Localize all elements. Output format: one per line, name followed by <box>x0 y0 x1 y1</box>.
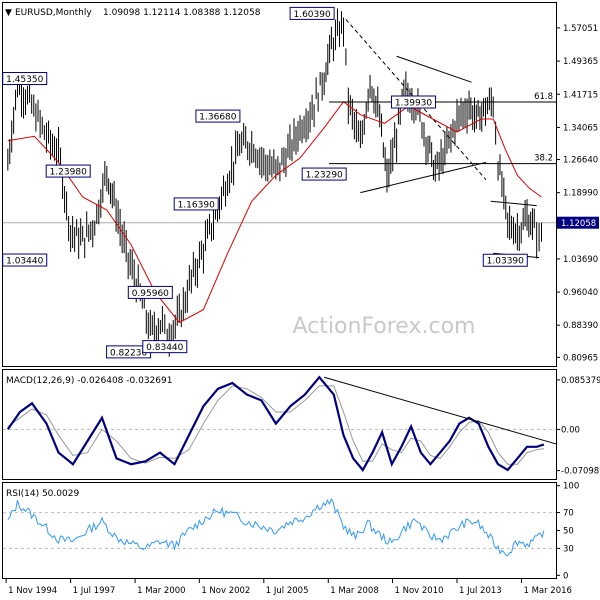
price-annotation-box <box>301 167 347 181</box>
price-annotation-label: 0.82230 <box>110 348 147 358</box>
chart-symbol: EURUSD,Monthly <box>15 8 92 18</box>
price-tick-label: 0.96040 <box>563 288 598 298</box>
price-tick-label: 1.49365 <box>563 57 598 67</box>
price-tick-label: 0.88390 <box>563 321 598 331</box>
macd-title: MACD(12,26,9) -0.026408 -0.032691 <box>6 376 172 386</box>
current-price-label: 1.12058 <box>561 219 596 229</box>
macd-panel-frame <box>2 369 557 480</box>
price-annotation-label: 1.03440 <box>6 257 43 267</box>
rsi-tick-label: 100 <box>563 482 579 492</box>
chart-ohlc: 1.09098 1.12114 1.08388 1.12058 <box>103 8 261 18</box>
rsi-layer: 100 70 50 30 0 <box>3 482 579 581</box>
price-trendline <box>490 200 537 207</box>
price-annotation-box <box>127 285 173 299</box>
price-annotation-label: 1.60390 <box>293 10 330 20</box>
price-annotation-label: 0.95960 <box>132 289 169 299</box>
price-annotation-box <box>289 6 335 20</box>
price-annotation-label: 1.36680 <box>199 113 236 123</box>
price-annotation-label: 1.39930 <box>395 99 432 109</box>
x-tick-label: 1 Nov 2002 <box>201 586 250 596</box>
price-tick-label: 0.80965 <box>563 353 598 363</box>
price-trendline <box>396 55 472 83</box>
price-tick-label: 1.57051 <box>563 24 598 34</box>
price-annotation-box <box>142 340 188 354</box>
price-layer: 1.57051 1.49365 1.41715 1.34065 1.26640 1.189… <box>2 6 599 363</box>
x-tick-label: 1 Nov 2010 <box>395 586 444 596</box>
rsi-tick-label: 50 <box>563 527 574 537</box>
x-tick-label: 1 Mar 2000 <box>137 586 185 596</box>
moving-average-line <box>7 100 542 324</box>
x-tick-label: 1 Mar 2008 <box>330 586 378 596</box>
macd-tick-label: 0.00 <box>561 425 580 435</box>
x-tick-label: 1 Jul 2013 <box>459 586 502 596</box>
price-annotation-label: 1.03390 <box>487 257 524 267</box>
price-annotation-box <box>482 253 528 267</box>
price-annotation-box <box>391 95 437 109</box>
current-price-box <box>557 216 599 229</box>
price-annotation-label: 0.83440 <box>146 343 183 353</box>
macd-tick-label: 0.085379 <box>561 376 600 386</box>
rsi-tick-label: 30 <box>563 544 574 554</box>
rsi-tick-label: 70 <box>563 509 574 519</box>
price-trendline <box>360 161 487 194</box>
price-annotation-label: 1.23980 <box>50 168 87 178</box>
rsi-line <box>7 497 545 557</box>
price-annotation-label: 1.45350 <box>6 75 43 85</box>
rsi-title: RSI(14) 50.0029 <box>6 489 79 499</box>
price-annotation-box <box>2 72 48 86</box>
price-annotation-box <box>195 109 241 123</box>
price-tick-label: 1.18990 <box>563 189 598 199</box>
price-tick-label: 1.26640 <box>563 156 598 166</box>
watermark: ActionForex.com <box>293 314 476 339</box>
price-tick-label: 1.34065 <box>563 123 598 133</box>
macd-line <box>6 375 545 472</box>
x-tick-label: 1 Mar 2016 <box>523 586 571 596</box>
price-bars <box>7 8 543 357</box>
x-tick-label: 1 Jul 1997 <box>73 586 116 596</box>
x-tick-label: 1 Nov 1994 <box>8 586 57 596</box>
price-annotation-box <box>173 197 219 211</box>
rsi-panel-frame <box>2 482 557 579</box>
price-annotation-label: 1.16390 <box>178 200 215 210</box>
header-arrow-icon: ▼ <box>5 8 12 18</box>
macd-trendline <box>324 376 557 445</box>
price-tick-label: 1.03690 <box>563 255 598 265</box>
price-annotation-box <box>2 253 48 267</box>
macd-tick-label: -0.070989 <box>561 467 600 477</box>
fib-level-label: 61.8 <box>534 92 553 102</box>
price-annotation-label: 1.23290 <box>306 171 343 181</box>
price-panel-frame <box>2 2 557 367</box>
x-axis: 1 Nov 1994 1 Jul 1997 1 Mar 2000 1 Nov 2002… <box>5 578 572 596</box>
fib-level-label: 38.2 <box>534 154 553 164</box>
rsi-tick-label: 0 <box>563 571 568 581</box>
x-tick-label: 1 Jul 2005 <box>266 586 309 596</box>
macd-layer: 0.085379 0.00 -0.070989 <box>3 375 600 477</box>
price-tick-label: 1.41715 <box>563 90 598 100</box>
price-annotation-box <box>45 164 91 178</box>
